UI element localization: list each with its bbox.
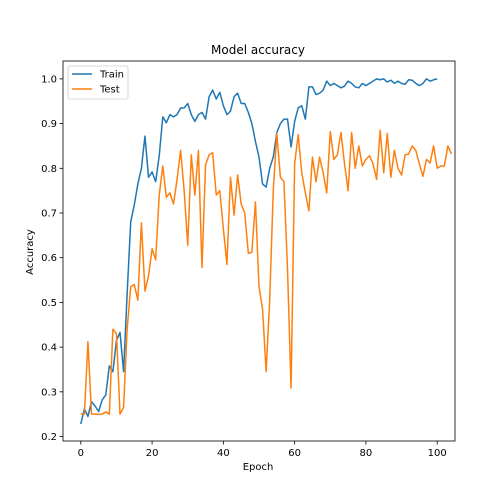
chart-title: Model accuracy bbox=[211, 43, 305, 57]
x-tick-label: 40 bbox=[217, 448, 230, 459]
x-tick-label: 80 bbox=[360, 448, 373, 459]
legend-label-test: Test bbox=[99, 85, 120, 96]
y-tick-label: 0.8 bbox=[41, 164, 57, 175]
x-tick-label: 100 bbox=[428, 448, 447, 459]
y-axis-label: Accuracy bbox=[25, 229, 36, 275]
y-tick-label: 0.7 bbox=[41, 209, 57, 220]
y-axis: 0.2 0.3 0.4 0.5 0.6 0.7 0.8 0.9 1.0 bbox=[41, 74, 63, 443]
y-tick-label: 0.5 bbox=[41, 298, 57, 309]
y-tick-label: 0.3 bbox=[41, 387, 57, 398]
x-tick-label: 20 bbox=[146, 448, 159, 459]
plot-area bbox=[80, 78, 453, 425]
legend: Train Test bbox=[67, 65, 129, 100]
series-line-train bbox=[80, 78, 438, 425]
y-tick-label: 0.2 bbox=[41, 432, 57, 443]
x-tick-label: 60 bbox=[288, 448, 301, 459]
legend-label-train: Train bbox=[99, 70, 124, 81]
x-axis-label: Epoch bbox=[243, 462, 274, 473]
y-tick-label: 0.9 bbox=[41, 119, 57, 130]
x-tick-label: 0 bbox=[78, 448, 84, 459]
plot-frame bbox=[62, 60, 456, 442]
x-axis: 0 20 40 60 80 100 bbox=[78, 441, 447, 459]
y-tick-label: 0.4 bbox=[41, 343, 57, 354]
y-tick-label: 1.0 bbox=[41, 74, 57, 85]
series-line-test bbox=[80, 129, 453, 415]
y-tick-label: 0.6 bbox=[41, 253, 57, 264]
